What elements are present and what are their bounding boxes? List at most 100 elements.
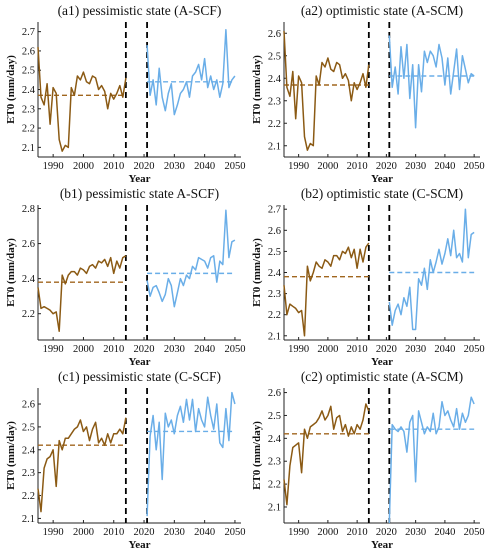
y-axis-title: ET0 (mm/day) [251,55,263,124]
x-tick-label: 2010 [347,161,368,172]
x-tick-label: 1990 [288,161,309,172]
future-series-line [146,28,236,116]
x-tick-label: 2020 [376,344,397,355]
y-tick-label: 2.4 [268,74,282,85]
x-tick-label: 2050 [224,161,245,172]
y-tick-label: 2.4 [268,268,282,279]
panel-title: (c2) optimistic state (A-SCM) [301,369,463,384]
x-axis-title: Year [371,356,393,368]
y-tick-label: 2.1 [268,502,281,513]
x-tick-label: 2020 [134,161,155,172]
x-tick-label: 2000 [73,527,94,538]
y-tick-label: 2.5 [22,422,35,433]
x-tick-label: 2030 [405,161,426,172]
panel-title: (b2) optimistic state (C-SCM) [301,186,463,201]
x-tick-label: 2000 [73,161,94,172]
x-tick-label: 2040 [434,161,455,172]
x-tick-label: 1990 [288,344,309,355]
x-tick-label: 2020 [376,527,397,538]
y-tick-label: 2.6 [22,46,35,57]
historical-series-line [283,30,370,151]
x-axis-title: Year [371,539,393,550]
x-tick-label: 2020 [376,161,397,172]
y-tick-label: 2.4 [22,274,36,285]
x-tick-label: 2030 [405,344,426,355]
x-tick-label: 2010 [347,344,368,355]
future-series-line [146,209,236,308]
x-tick-label: 2030 [164,527,185,538]
y-tick-label: 2.5 [22,66,35,77]
panel-title: (a2) optimistic state (A-SCM) [301,3,463,18]
y-tick-label: 2.3 [268,289,281,300]
y-tick-label: 2.3 [268,96,281,107]
x-tick-label: 2000 [73,344,94,355]
y-tick-label: 2.6 [268,226,281,237]
x-tick-label: 2020 [134,527,155,538]
y-tick-label: 2.1 [268,141,281,152]
y-tick-label: 2.5 [268,51,281,62]
x-tick-label: 2040 [434,344,455,355]
x-tick-label: 2030 [405,527,426,538]
x-tick-label: 2010 [103,344,124,355]
x-tick-label: 2000 [317,344,338,355]
y-tick-label: 2.4 [22,85,36,96]
y-tick-label: 2.2 [268,310,281,321]
y-axis-title: ET0 (mm/day) [251,238,263,307]
chart-panel: (c2) optimistic state (A-SCM) 2.1 2.2 2.3 2.… [251,369,485,551]
y-tick-label: 2.6 [268,388,281,399]
x-tick-label: 1990 [43,161,64,172]
x-tick-label: 2050 [464,161,485,172]
panel-title: (c1) pessimistic state (C-SCF) [58,369,221,384]
x-tick-label: 1990 [288,527,309,538]
y-tick-label: 2.8 [22,204,35,215]
chart-panel: (a2) optimistic state (A-SCM) 2.1 2.2 2.3 2.… [251,3,485,185]
x-axis-title: Year [129,356,151,368]
future-series-line [146,391,236,517]
y-tick-label: 2.3 [22,104,35,115]
y-tick-label: 2.1 [268,331,281,342]
x-tick-label: 2010 [347,527,368,538]
y-tick-label: 2.5 [268,411,281,422]
x-tick-label: 2010 [103,527,124,538]
x-tick-label: 2050 [224,344,245,355]
y-tick-label: 2.2 [22,491,35,502]
x-tick-label: 2050 [224,527,245,538]
y-tick-label: 2.3 [22,468,35,479]
y-axis-title: ET0 (mm/day) [5,55,17,124]
x-axis-title: Year [371,173,393,185]
chart-panel: (c1) pessimistic state (C-SCF) 2.1 2.2 2.3 2… [5,369,245,551]
y-tick-label: 2.6 [22,400,35,411]
historical-series-line [283,242,370,337]
y-tick-label: 2.5 [268,247,281,258]
y-tick-label: 2.2 [22,124,35,135]
y-tick-label: 2.4 [268,434,282,445]
y-tick-label: 2.6 [268,29,281,40]
y-tick-label: 2.1 [22,514,35,525]
x-tick-label: 2040 [434,527,455,538]
x-tick-label: 2000 [317,527,338,538]
chart-panel: (a1) pessimistic state (A-SCF) 2.1 2.2 2.3 2… [5,3,245,185]
x-tick-label: 2050 [464,344,485,355]
x-tick-label: 1990 [43,527,64,538]
x-tick-label: 2050 [464,527,485,538]
x-tick-label: 2020 [134,344,155,355]
x-tick-label: 2030 [164,344,185,355]
panel-title: (a1) pessimistic state (A-SCF) [58,3,222,18]
y-tick-label: 2.2 [268,119,281,130]
x-tick-label: 2000 [317,161,338,172]
x-axis-title: Year [129,173,151,185]
historical-series-line [37,417,127,513]
historical-series-line [283,403,370,506]
y-tick-label: 2.3 [268,457,281,468]
y-tick-label: 2.1 [22,143,35,154]
x-tick-label: 2040 [194,344,215,355]
y-axis-title: ET0 (mm/day) [5,421,17,490]
x-tick-label: 2010 [103,161,124,172]
future-series-line [388,208,475,331]
x-tick-label: 2040 [194,161,215,172]
y-tick-label: 2.4 [22,445,36,456]
panel-title: (b1) pessimistic state A-SCF) [60,186,219,201]
x-tick-label: 2040 [194,527,215,538]
